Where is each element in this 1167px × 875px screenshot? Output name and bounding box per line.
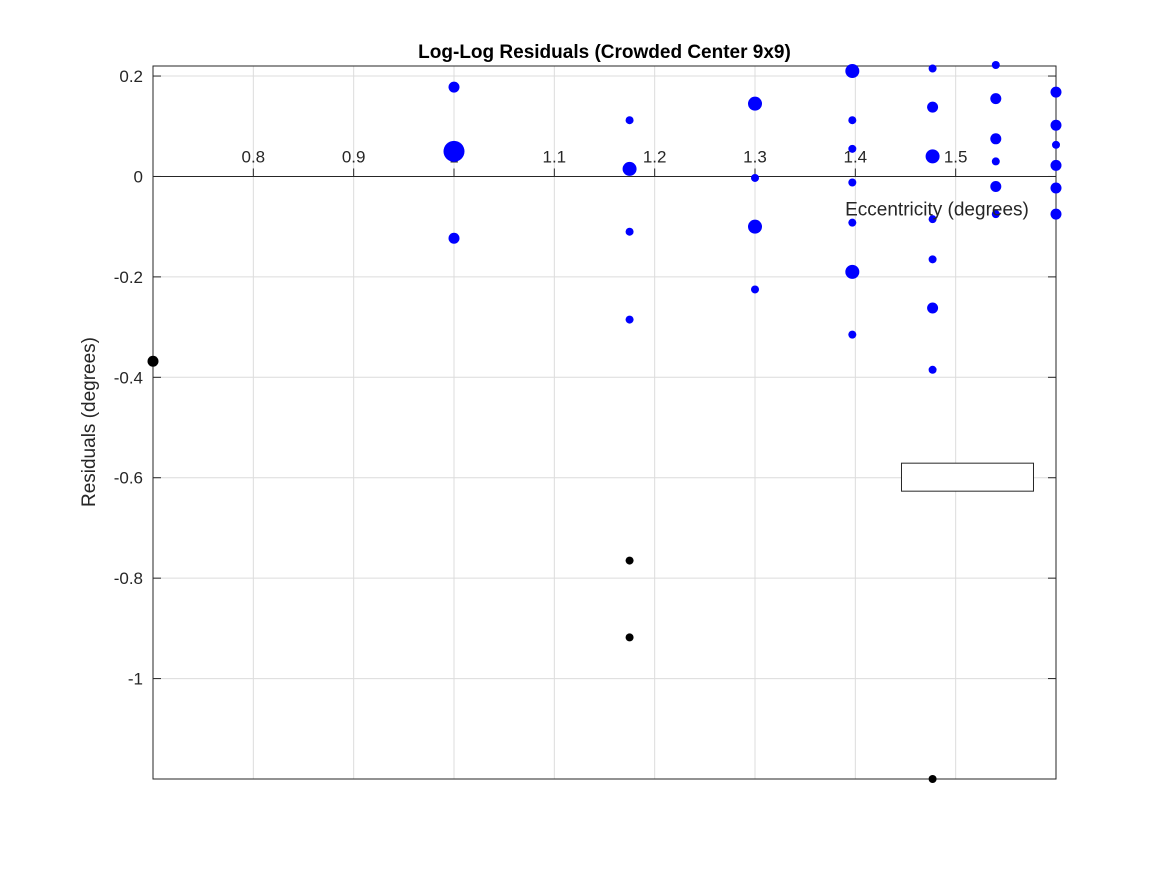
data-point xyxy=(991,60,1000,69)
chart-title: Log-Log Residuals (Crowded Center 9x9) xyxy=(418,42,791,63)
data-point xyxy=(990,93,1002,105)
legend-box[interactable] xyxy=(900,462,1034,492)
data-point xyxy=(848,116,857,125)
data-point xyxy=(990,181,1002,193)
y-tick-label: -1 xyxy=(128,670,143,689)
data-point xyxy=(928,365,937,374)
plot-area xyxy=(153,66,1056,779)
data-point xyxy=(751,285,759,294)
data-point xyxy=(928,775,937,783)
x-tick-label: 1.4 xyxy=(844,147,868,166)
y-axis-ticks: 0.2 0 -0.2 -0.4 -0.6 -0.8 -1 xyxy=(114,67,1056,689)
data-point xyxy=(928,215,937,224)
x-tick-label: 1.1 xyxy=(543,147,567,166)
data-point xyxy=(927,101,939,113)
data-point xyxy=(927,302,939,314)
data-point xyxy=(751,173,759,182)
data-point xyxy=(848,218,857,227)
x-axis-label: Eccentricity (degrees) xyxy=(845,199,1029,220)
data-point xyxy=(1050,119,1062,131)
data-point xyxy=(925,149,940,164)
data-point xyxy=(625,556,634,565)
data-points xyxy=(147,60,1062,783)
data-point xyxy=(991,210,1000,219)
y-tick-label: 0.2 xyxy=(119,67,143,86)
data-point xyxy=(625,227,634,236)
data-point xyxy=(1050,86,1062,98)
x-tick-label: 0.8 xyxy=(242,147,266,166)
data-point xyxy=(1050,159,1062,171)
x-axis-ticks: 0.80.911.11.21.31.41.5 xyxy=(242,147,968,177)
data-point xyxy=(845,64,860,79)
data-point xyxy=(1052,140,1060,149)
data-point xyxy=(748,219,762,234)
x-tick-label: 0.9 xyxy=(342,147,366,166)
data-point xyxy=(443,140,465,162)
data-point xyxy=(625,315,634,324)
data-point xyxy=(625,116,634,125)
y-tick-label: -0.2 xyxy=(114,268,143,287)
data-point xyxy=(625,633,634,642)
x-tick-label: 1.3 xyxy=(743,147,767,166)
y-axis-label: Residuals (degrees) xyxy=(79,337,100,507)
data-point xyxy=(1050,208,1062,220)
data-point xyxy=(848,144,857,153)
data-point xyxy=(748,96,762,111)
data-point xyxy=(991,157,1000,166)
x-tick-label: 1.5 xyxy=(944,147,968,166)
data-point xyxy=(928,255,937,264)
data-point xyxy=(848,178,857,187)
y-tick-label: -0.8 xyxy=(114,569,143,588)
data-point xyxy=(848,330,857,339)
data-point xyxy=(845,264,860,279)
data-point xyxy=(448,81,460,93)
data-point xyxy=(928,64,937,73)
data-point xyxy=(448,232,460,244)
data-point xyxy=(1050,182,1062,194)
y-tick-label: -0.6 xyxy=(114,469,143,488)
data-point xyxy=(147,355,159,367)
data-point xyxy=(622,161,637,176)
y-tick-label: 0 xyxy=(134,167,143,186)
data-point xyxy=(990,133,1002,145)
plot-box xyxy=(152,65,1057,780)
y-tick-label: -0.4 xyxy=(114,368,143,387)
x-tick-label: 1.2 xyxy=(643,147,667,166)
